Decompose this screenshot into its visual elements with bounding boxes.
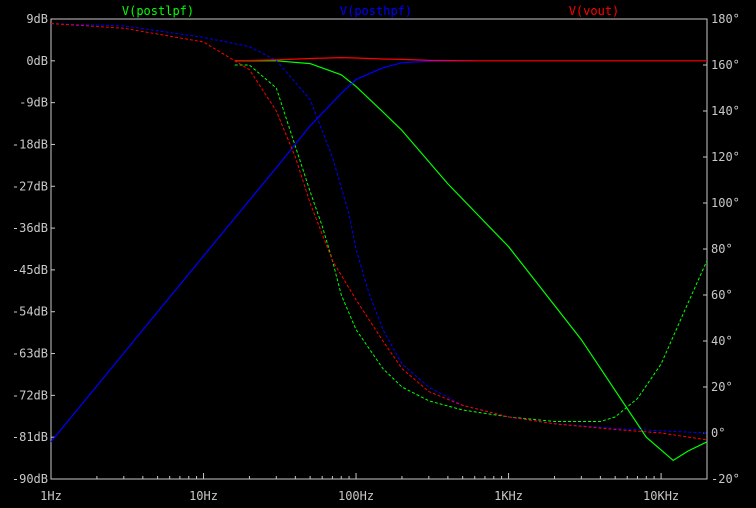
vpostlpf-magnitude-line	[234, 60, 708, 462]
series	[50, 23, 708, 462]
y2-tick-label: 100°	[711, 196, 740, 210]
vvout-magnitude-line	[234, 56, 707, 62]
y2-tick-label: 140°	[711, 104, 740, 118]
y-tick-label: -90dB	[12, 472, 48, 486]
x-tick-label: 1Hz	[40, 489, 62, 503]
y2-tick-label: 180°	[711, 12, 740, 26]
y-tick-label: -81dB	[12, 430, 48, 444]
y2-tick-label: 20°	[711, 380, 733, 394]
vposthpf-phase-line	[50, 23, 708, 434]
y-tick-label: 0dB	[26, 54, 48, 68]
x-tick-label: 1KHz	[494, 489, 523, 503]
y2-tick-label: 0°	[711, 426, 725, 440]
x-tick-label: 10KHz	[643, 489, 679, 503]
y-tick-label: -45dB	[12, 263, 48, 277]
x-tick-label: 10Hz	[189, 489, 218, 503]
y-tick-label: -9dB	[19, 96, 48, 110]
y-tick-label: 9dB	[26, 12, 48, 26]
y-tick-label: -54dB	[12, 305, 48, 319]
y2-tick-label: 160°	[711, 58, 740, 72]
vvout-phase-line	[50, 23, 708, 441]
y2-tick-label: 120°	[711, 150, 740, 164]
plot-frame	[50, 18, 708, 480]
legend-entry-posthpf: V(posthpf)	[340, 4, 412, 18]
axes: 9dB 0dB -9dB -18dB -27dB -36dB -45dB -54dB -63dB…	[12, 12, 740, 503]
y-tick-label: -27dB	[12, 179, 48, 193]
legend-entry-postlpf: V(postlpf)	[122, 4, 194, 18]
x-tick-label: 100Hz	[338, 489, 374, 503]
legend: V(postlpf) V(posthpf) V(vout)	[122, 4, 619, 18]
vposthpf-magnitude-line	[50, 60, 475, 443]
y2-tick-label: 60°	[711, 288, 733, 302]
y-tick-label: -63dB	[12, 347, 48, 361]
legend-entry-vout: V(vout)	[569, 4, 620, 18]
vpostlpf-phase-line	[234, 64, 708, 422]
y-tick-label: -36dB	[12, 221, 48, 235]
y2-tick-label: 40°	[711, 334, 733, 348]
y2-tick-label: 80°	[711, 242, 733, 256]
y-tick-label: -18dB	[12, 137, 48, 151]
y2-tick-label: -20°	[711, 472, 740, 486]
y-tick-label: -72dB	[12, 388, 48, 402]
